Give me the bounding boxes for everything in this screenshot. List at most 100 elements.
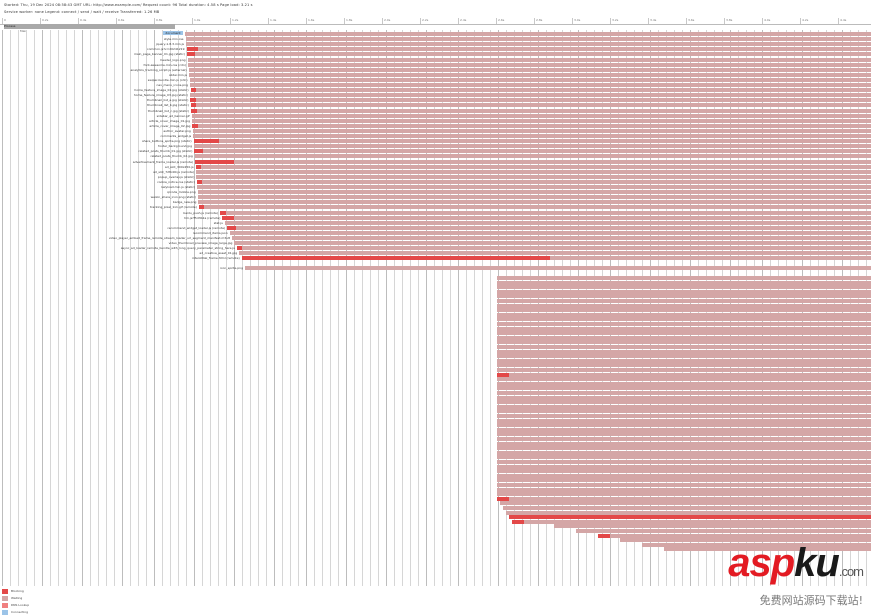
- request-row[interactable]: sidebar_ad_banner.gif: [0, 114, 871, 118]
- request-row[interactable]: [0, 373, 871, 377]
- request-row[interactable]: [0, 451, 871, 455]
- request-row[interactable]: ad_slot_300x250.js: [0, 165, 871, 169]
- request-row[interactable]: video_thumbnail_preview_image_large.jpg: [0, 241, 871, 245]
- request-row[interactable]: hm.js?f5d3b2a (remote): [0, 216, 871, 220]
- request-row[interactable]: popup_overlay.js (static): [0, 175, 871, 179]
- request-row[interactable]: [0, 488, 871, 492]
- request-row[interactable]: nav_menu_icons.png: [0, 83, 871, 87]
- request-row[interactable]: [0, 285, 871, 289]
- request-row[interactable]: [0, 465, 871, 469]
- request-row[interactable]: [0, 313, 871, 317]
- request-row[interactable]: header_logo.png: [0, 58, 871, 62]
- request-row[interactable]: [0, 391, 871, 395]
- request-row[interactable]: home_feature_image_03.jpg (static): [0, 93, 871, 97]
- selected-request-label[interactable]: document: [163, 31, 183, 35]
- request-row[interactable]: [0, 294, 871, 298]
- request-row[interactable]: [0, 469, 871, 473]
- request-row[interactable]: [0, 322, 871, 326]
- request-row[interactable]: comments_widget.js: [0, 134, 871, 138]
- request-row[interactable]: [0, 520, 871, 524]
- request-row[interactable]: footer_background.jpg: [0, 144, 871, 148]
- request-row[interactable]: [0, 492, 871, 496]
- request-row[interactable]: [0, 327, 871, 331]
- request-row[interactable]: tracking_pixel_1x1.gif (remote): [0, 205, 871, 209]
- request-row[interactable]: author_avatar.png: [0, 129, 871, 133]
- request-row[interactable]: [0, 515, 871, 519]
- request-row[interactable]: article_cover_image_02.jpg: [0, 124, 871, 128]
- request-row[interactable]: [0, 396, 871, 400]
- request-row[interactable]: recommend_items.json: [0, 231, 871, 235]
- request-row[interactable]: main_page_banner_01.jpg (static): [0, 52, 871, 56]
- request-row[interactable]: ad_creative_asset_01.jpg: [0, 251, 871, 255]
- request-row[interactable]: [0, 437, 871, 441]
- request-row[interactable]: icon_sprite.png: [0, 266, 871, 270]
- request-row[interactable]: [0, 336, 871, 340]
- request-row[interactable]: [0, 308, 871, 312]
- request-row[interactable]: badge_new.png: [0, 200, 871, 204]
- request-row[interactable]: async_ad_loader_remote_bundle_with_long_…: [0, 246, 871, 250]
- request-row[interactable]: common.js?v=20241219: [0, 47, 871, 51]
- request-row[interactable]: ad_slot_728x90.js (remote): [0, 170, 871, 174]
- request-row[interactable]: thumbnail_list_b.jpg (static): [0, 103, 871, 107]
- request-row[interactable]: [0, 290, 871, 294]
- request-row[interactable]: [0, 460, 871, 464]
- request-row[interactable]: [0, 354, 871, 358]
- request-row[interactable]: [0, 511, 871, 515]
- request-row[interactable]: [0, 281, 871, 285]
- request-row[interactable]: weixin_share_icon.png (static): [0, 195, 871, 199]
- request-row[interactable]: [0, 276, 871, 280]
- request-row[interactable]: analytics_tracking_script.js (external): [0, 68, 871, 72]
- request-row[interactable]: jquery-1.8.3.min.js: [0, 42, 871, 46]
- request-row[interactable]: [0, 299, 871, 303]
- request-row[interactable]: home_feature_image_02.jpg (static): [0, 88, 871, 92]
- request-row[interactable]: [0, 363, 871, 367]
- request-row[interactable]: [0, 331, 871, 335]
- request-row[interactable]: cookie_notice.css (static): [0, 180, 871, 184]
- request-row[interactable]: recommend_widget_loader.js (remote): [0, 226, 871, 230]
- request-row[interactable]: [0, 350, 871, 354]
- request-row[interactable]: interstitial_frame.html (remote): [0, 256, 871, 260]
- request-row[interactable]: [0, 506, 871, 510]
- request-row[interactable]: [0, 382, 871, 386]
- request-row[interactable]: [0, 432, 871, 436]
- request-row[interactable]: article_cover_image_01.jpg: [0, 119, 871, 123]
- request-row[interactable]: stat.js: [0, 221, 871, 225]
- request-row[interactable]: document: [0, 32, 871, 36]
- request-row[interactable]: font-awesome.min.css (cdn): [0, 63, 871, 67]
- request-row[interactable]: thumbnail_list_a.jpg (static): [0, 98, 871, 102]
- request-row[interactable]: [0, 529, 871, 533]
- request-row[interactable]: [0, 405, 871, 409]
- request-row[interactable]: [0, 497, 871, 501]
- request-row[interactable]: related_posts_thumb_02.jpg: [0, 154, 871, 158]
- request-row[interactable]: video_player_embed_frame_remote_stream_l…: [0, 236, 871, 240]
- request-row[interactable]: [0, 340, 871, 344]
- request-row[interactable]: [0, 474, 871, 478]
- request-row[interactable]: [0, 423, 871, 427]
- request-row[interactable]: [0, 368, 871, 372]
- request-row[interactable]: style.min.css: [0, 37, 871, 41]
- request-row[interactable]: advertisement_frame_loader.js (remote): [0, 160, 871, 164]
- request-row[interactable]: [0, 409, 871, 413]
- request-row[interactable]: [0, 317, 871, 321]
- request-row[interactable]: lazyload.min.js (static): [0, 185, 871, 189]
- request-row[interactable]: [0, 428, 871, 432]
- request-row[interactable]: share_buttons_sprite.png (static): [0, 139, 871, 143]
- request-row[interactable]: [0, 442, 871, 446]
- process-bar[interactable]: [4, 24, 175, 29]
- request-row[interactable]: related_posts_thumb_01.jpg (static): [0, 149, 871, 153]
- request-row[interactable]: qrcode_mobile.png: [0, 190, 871, 194]
- request-row[interactable]: [0, 345, 871, 349]
- request-row[interactable]: [0, 524, 871, 528]
- request-row[interactable]: slider.min.js: [0, 73, 871, 77]
- request-row[interactable]: [0, 419, 871, 423]
- request-row[interactable]: [0, 446, 871, 450]
- request-row[interactable]: [0, 304, 871, 308]
- request-row[interactable]: [0, 483, 871, 487]
- request-row[interactable]: thumbnail_list_c.jpg (static): [0, 109, 871, 113]
- request-row[interactable]: [0, 478, 871, 482]
- request-row[interactable]: [0, 534, 871, 538]
- request-row[interactable]: [0, 377, 871, 381]
- request-row[interactable]: [0, 501, 871, 505]
- request-row[interactable]: swiper-bundle.min.js (cdn): [0, 78, 871, 82]
- request-row[interactable]: [0, 455, 871, 459]
